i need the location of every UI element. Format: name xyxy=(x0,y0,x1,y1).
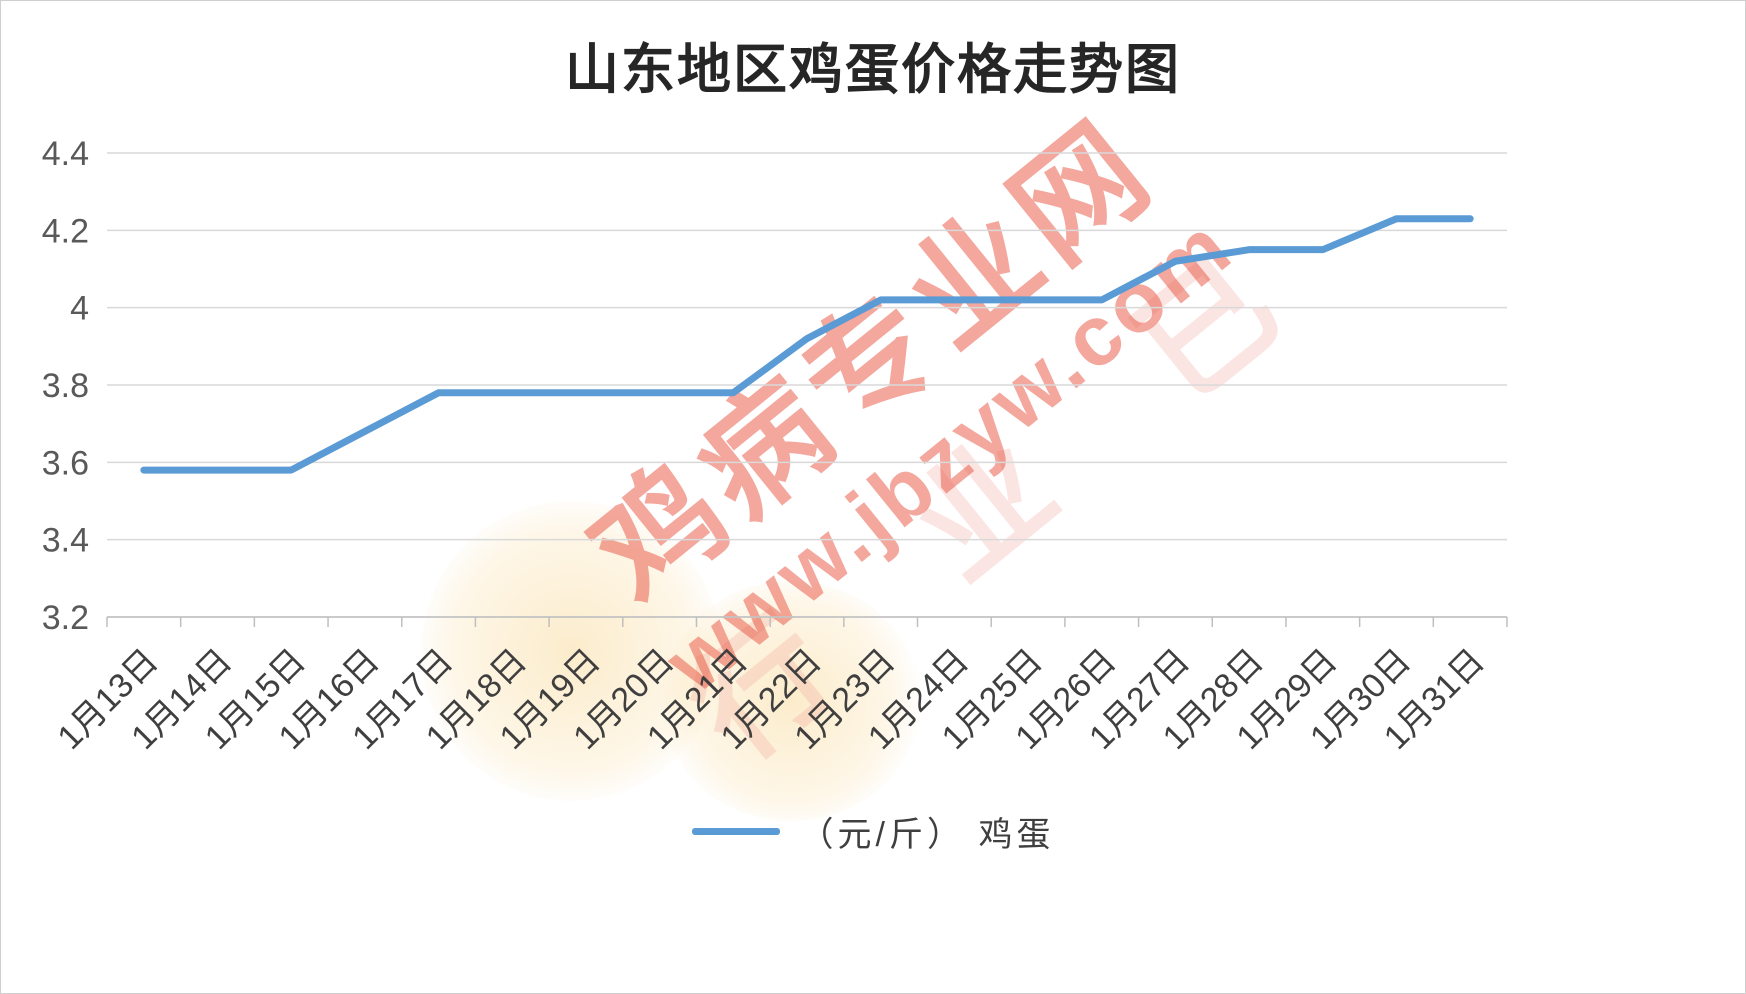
y-axis-tick-label: 3.6 xyxy=(42,444,89,482)
y-axis-tick-label: 4 xyxy=(70,290,89,328)
legend-label: （元/斤） 鸡蛋 xyxy=(799,816,1055,854)
chart-title: 山东地区鸡蛋价格走势图 xyxy=(565,40,1181,100)
y-axis-tick-label: 4.2 xyxy=(42,212,89,250)
legend-swatch xyxy=(691,828,780,835)
y-axis-tick-label: 3.8 xyxy=(42,367,89,405)
legend: （元/斤） 鸡蛋 xyxy=(1,807,1745,856)
y-axis-tick-label: 4.4 xyxy=(42,135,89,173)
y-axis-tick-label: 3.2 xyxy=(42,599,89,637)
y-axis-tick-label: 3.4 xyxy=(42,522,89,560)
price-line xyxy=(140,215,1474,474)
